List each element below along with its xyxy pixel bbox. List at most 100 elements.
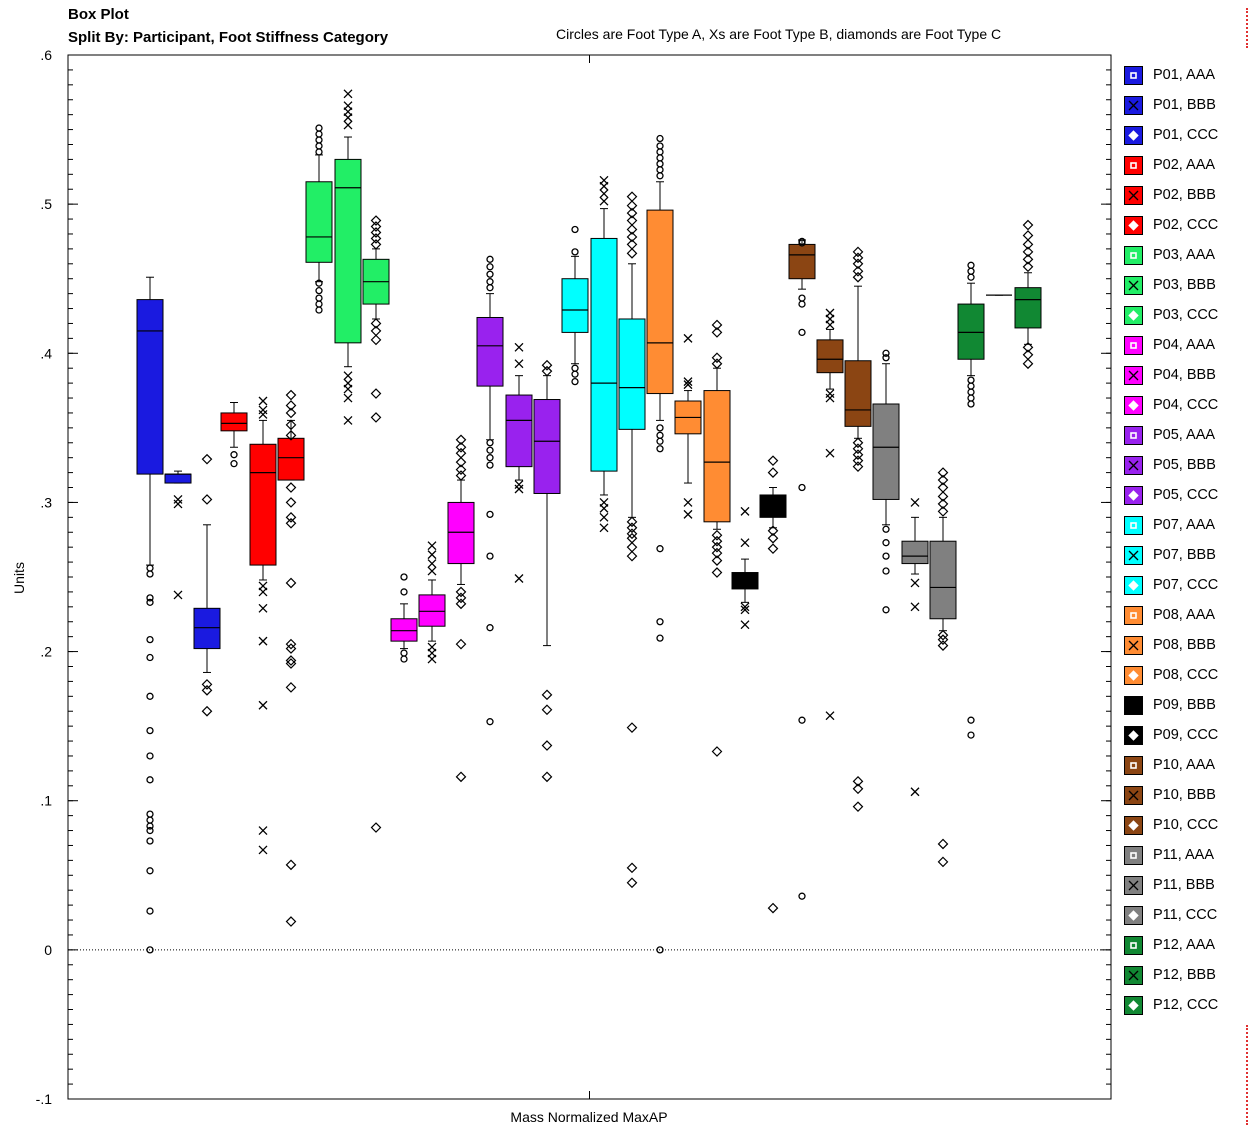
legend-swatch — [1124, 95, 1143, 115]
marker-shape — [1128, 579, 1139, 591]
box — [759, 494, 787, 518]
legend-swatch — [1124, 455, 1143, 475]
legend-item: P10, AAA — [1124, 750, 1218, 780]
outlier — [852, 258, 864, 270]
marker-shape — [1128, 729, 1139, 741]
legend-swatch — [1124, 635, 1143, 655]
legend-swatch — [1124, 485, 1143, 505]
box-p07-bbb — [590, 175, 618, 533]
x-marker-icon — [1128, 100, 1139, 110]
box-p12-ccc — [1014, 219, 1042, 370]
outlier — [656, 424, 664, 432]
outlier — [486, 255, 494, 263]
outlier — [486, 446, 494, 454]
outlier — [571, 248, 579, 256]
y-tick-label: .4 — [40, 345, 52, 361]
outlier — [146, 752, 154, 760]
legend-label: P12, AAA — [1153, 937, 1216, 953]
outlier — [656, 634, 664, 642]
box-p05-aaa — [476, 255, 504, 726]
outlier — [825, 711, 835, 721]
legend: P01, AAA P01, BBB P01, CCC P02, AAA P02, BBB… — [1124, 60, 1218, 1020]
box — [618, 318, 646, 430]
outlier — [455, 447, 467, 459]
legend-swatch — [1124, 425, 1143, 445]
legend-label: P10, AAA — [1153, 757, 1216, 773]
legend-label: P07, BBB — [1153, 547, 1216, 563]
outlier — [825, 393, 835, 403]
edge-marker — [1246, 1025, 1250, 1125]
outlier — [882, 349, 890, 357]
outlier — [1022, 253, 1034, 265]
box — [957, 303, 985, 360]
outlier — [315, 130, 323, 138]
outlier — [910, 578, 920, 588]
outlier — [711, 327, 723, 338]
outlier — [656, 618, 664, 626]
outlier — [656, 142, 664, 150]
marker-shape — [1128, 309, 1139, 321]
outlier — [486, 718, 494, 726]
outlier — [541, 689, 553, 701]
legend-label: P05, AAA — [1153, 427, 1216, 443]
outlier — [258, 405, 268, 415]
diamond-marker-icon — [1128, 219, 1139, 231]
outlier — [656, 431, 664, 439]
legend-item: P03, CCC — [1124, 300, 1218, 330]
outlier — [201, 679, 213, 690]
outlier — [455, 771, 467, 783]
outlier — [285, 643, 297, 654]
legend-swatch — [1124, 65, 1143, 85]
outlier — [683, 333, 693, 343]
outlier — [767, 532, 779, 544]
outlier — [173, 590, 183, 600]
x-marker-icon — [1128, 790, 1139, 800]
legend-item: P12, BBB — [1124, 960, 1218, 990]
box — [703, 390, 731, 523]
outlier — [146, 810, 154, 818]
outlier — [767, 467, 779, 478]
outlier — [825, 389, 835, 399]
outlier — [541, 359, 553, 371]
outlier — [486, 510, 494, 519]
legend-swatch — [1124, 605, 1143, 625]
outlier — [486, 454, 494, 462]
box — [505, 394, 533, 468]
outlier — [798, 892, 806, 900]
outlier — [427, 550, 437, 560]
legend-item: P02, BBB — [1124, 180, 1218, 210]
outlier — [852, 443, 864, 455]
outlier — [146, 816, 154, 824]
diamond-marker-icon — [1128, 309, 1139, 321]
outlier — [937, 491, 949, 502]
outlier — [882, 606, 890, 614]
outlier — [767, 455, 779, 467]
legend-label: P05, CCC — [1153, 487, 1219, 503]
outlier — [258, 700, 268, 710]
outlier — [599, 523, 609, 533]
outlier — [656, 545, 664, 553]
outlier — [937, 498, 949, 510]
legend-label: P02, BBB — [1153, 187, 1216, 203]
chart-subtitle: Split By: Participant, Foot Stiffness Ca… — [68, 29, 389, 46]
legend-swatch — [1124, 815, 1143, 835]
diamond-marker-icon — [1128, 999, 1139, 1011]
outlier — [740, 538, 750, 548]
box — [844, 360, 872, 427]
outlier — [285, 497, 297, 508]
legend-swatch — [1124, 125, 1143, 145]
outlier — [1022, 219, 1034, 231]
box — [334, 158, 362, 344]
outlier — [1022, 261, 1034, 273]
diamond-marker-icon — [1128, 669, 1139, 681]
outlier — [315, 124, 323, 132]
marker-shape — [1128, 190, 1139, 200]
outlier — [285, 658, 297, 669]
legend-item: P07, AAA — [1124, 510, 1218, 540]
y-tick-label: .6 — [40, 47, 52, 63]
outlier — [1022, 246, 1034, 258]
marker-shape — [1130, 941, 1137, 949]
outlier — [599, 196, 609, 206]
legend-swatch — [1124, 995, 1143, 1015]
legend-swatch — [1124, 905, 1143, 925]
